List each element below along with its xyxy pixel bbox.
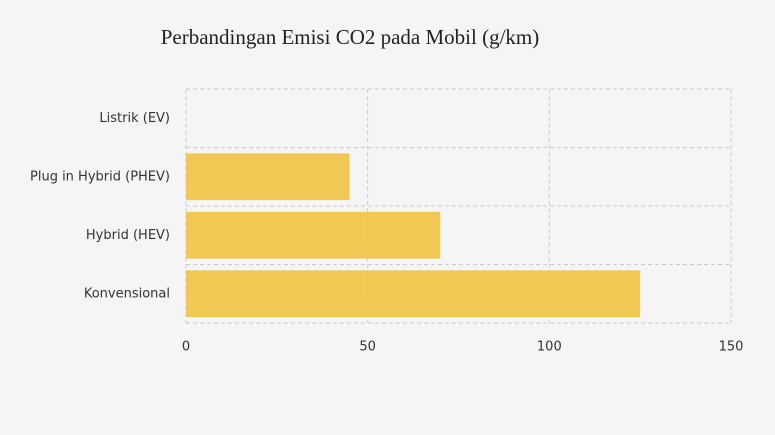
y-tick-label: Konvensional — [84, 286, 170, 301]
bar — [186, 211, 441, 259]
x-tick-label: 100 — [537, 340, 562, 355]
chart-title: Perbandingan Emisi CO2 pada Mobil (g/km) — [161, 25, 540, 49]
x-tick-label: 150 — [719, 340, 744, 355]
x-tick-label: 0 — [182, 340, 190, 355]
x-tick-label: 50 — [359, 340, 376, 355]
y-tick-label: Hybrid (HEV) — [86, 228, 170, 243]
y-tick-label: Listrik (EV) — [99, 111, 170, 126]
y-tick-label: Plug in Hybrid (PHEV) — [30, 169, 170, 184]
bar — [186, 270, 641, 318]
bar — [186, 153, 350, 201]
